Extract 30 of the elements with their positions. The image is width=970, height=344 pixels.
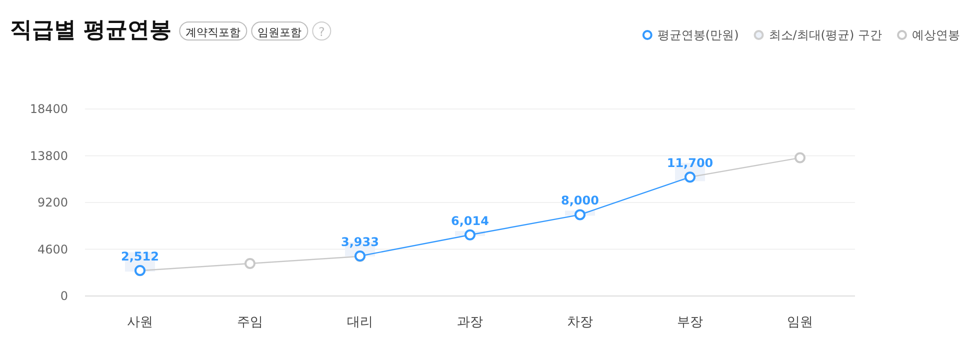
- legend-item: 평균연봉(만원): [642, 28, 739, 42]
- chart-title: 직급별 평균연봉: [10, 18, 172, 43]
- point: [464, 229, 476, 240]
- data-label: 3,933: [341, 235, 379, 250]
- point: [794, 152, 806, 164]
- point: [574, 209, 586, 220]
- y-tick-label: 9200: [37, 196, 68, 210]
- x-tick-label: 대리: [347, 315, 373, 330]
- x-tick-label: 부장: [677, 315, 703, 330]
- x-tick-label: 사원: [127, 315, 153, 330]
- legend-label: 평균연봉(만원): [657, 28, 739, 42]
- x-tick-label: 주임: [237, 315, 263, 330]
- badge: 계약직포함: [179, 22, 248, 40]
- data-label: 6,014: [451, 214, 489, 228]
- y-tick-label: 13800: [30, 148, 68, 163]
- data-label: 2,512: [121, 249, 159, 264]
- badge: ?: [312, 22, 332, 40]
- legend-label: 예상연봉: [912, 28, 960, 42]
- y-tick-label: 18400: [30, 102, 68, 116]
- legend-item: 예상연봉: [897, 28, 960, 42]
- y-tick-label: 0: [60, 289, 68, 303]
- point: [244, 258, 256, 269]
- x-tick-label: 차장: [567, 315, 593, 330]
- legend-item: 최소/최대(평균) 구간: [754, 28, 882, 42]
- y-tick-label: 4600: [37, 242, 68, 256]
- data-label: 11,700: [666, 156, 714, 170]
- badge: 임원포함: [251, 22, 308, 40]
- x-tick-label: 임원: [787, 315, 813, 330]
- data-label: 8,000: [561, 194, 599, 208]
- x-tick-label: 과장: [457, 315, 483, 330]
